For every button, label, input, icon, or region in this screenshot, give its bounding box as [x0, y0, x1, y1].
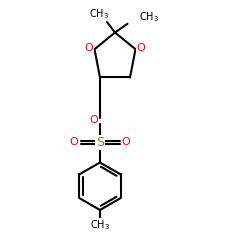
Text: S: S [96, 136, 104, 149]
Text: CH$_3$: CH$_3$ [139, 10, 159, 24]
Text: O: O [70, 138, 78, 147]
Text: CH$_3$: CH$_3$ [90, 218, 110, 232]
Text: CH$_3$: CH$_3$ [89, 7, 109, 21]
Text: O: O [136, 43, 145, 53]
Text: O: O [84, 43, 94, 53]
Text: O: O [122, 138, 130, 147]
Text: O: O [90, 115, 98, 125]
